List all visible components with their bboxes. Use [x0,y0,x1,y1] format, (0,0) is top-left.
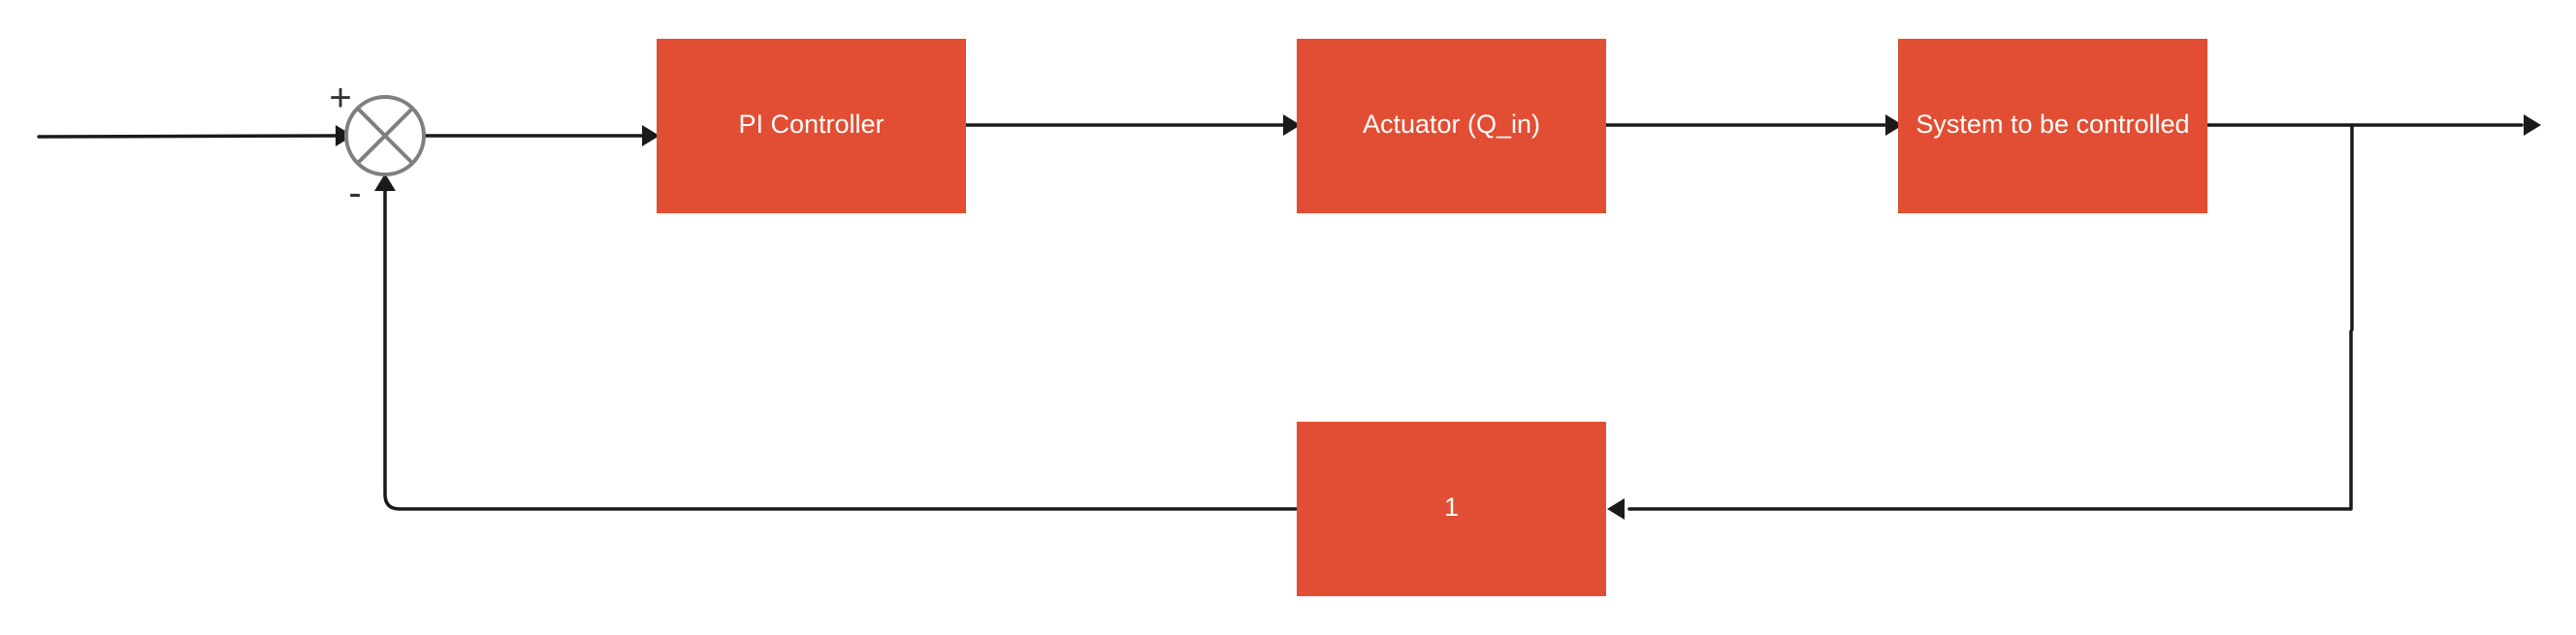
feedback-return-line [383,188,1299,511]
feedback-gain-label: 1 [1444,492,1459,522]
input-signal-line [37,134,339,139]
feedback-gain-box [1297,422,1606,596]
summing-junction-cross-b [356,107,414,165]
summing-junction [344,95,426,176]
feedback-gain-block[interactable]: 1 [1297,422,1606,596]
error-arrowhead [642,125,660,146]
actuator-box [1297,39,1606,213]
output-arrowhead [2524,114,2541,136]
plus-sign-label: + [329,77,351,119]
feedback-in-arrowhead [1607,498,1625,520]
actuator-label: Actuator (Q_in) [1363,110,1540,139]
pi-controller-block[interactable]: PI Controller [657,39,966,213]
pi-controller-label: PI Controller [738,110,884,139]
feedback-pickoff-line [1627,123,2354,511]
actuation-arrowhead [1885,114,1903,136]
feedback-return-arrowhead [374,174,396,191]
plant-box [1898,39,2207,213]
plant-block[interactable]: System to be controlled [1898,39,2207,213]
plant-label: System to be controlled [1916,110,2189,139]
actuator-block[interactable]: Actuator (Q_in) [1297,39,1606,213]
control-arrowhead [1283,114,1301,136]
pi-controller-box [657,39,966,213]
minus-sign-label: - [348,172,361,214]
